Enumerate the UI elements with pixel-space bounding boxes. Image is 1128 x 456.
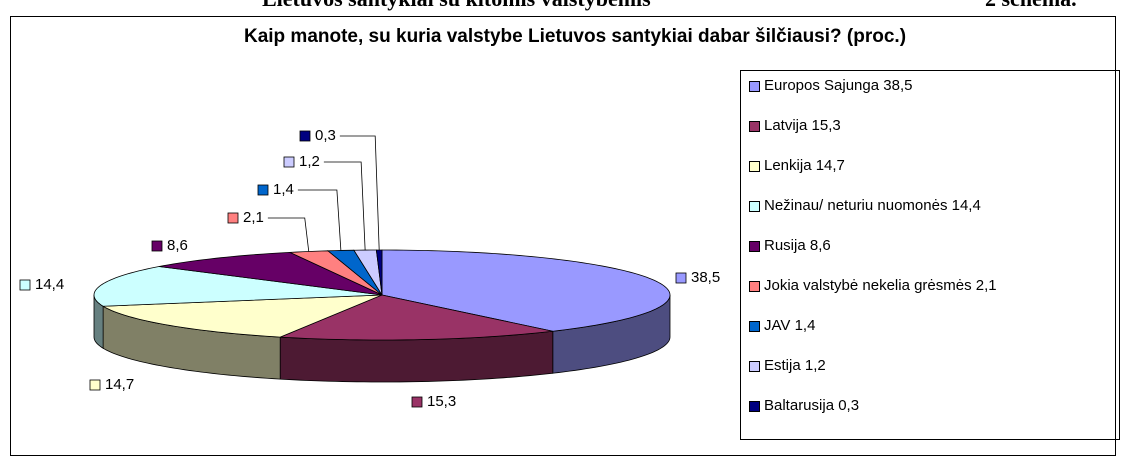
label-swatch xyxy=(299,130,311,142)
data-label: 0,3 xyxy=(315,127,336,144)
label-swatch xyxy=(283,156,295,168)
label-swatch xyxy=(675,272,687,284)
header-figure: 2 schema. xyxy=(985,0,1077,12)
legend-item: Nežinau/ neturiu nuomonės 14,4 xyxy=(749,197,1113,237)
data-label: 1,2 xyxy=(299,153,320,170)
legend-label: Europos Sajunga 38,5 xyxy=(764,77,913,94)
legend-swatch xyxy=(749,161,760,172)
legend-label: JAV 1,4 xyxy=(764,317,816,334)
slice xyxy=(101,294,383,338)
legend-item: Jokia valstybė nekelia grėsmės 2,1 xyxy=(749,277,1113,317)
data-label: 2,1 xyxy=(243,209,264,226)
legend-item: JAV 1,4 xyxy=(749,317,1113,357)
legend-swatch xyxy=(749,281,760,292)
legend-item: Estija 1,2 xyxy=(749,357,1113,397)
slice xyxy=(381,249,671,332)
legend-item: Rusija 8,6 xyxy=(749,237,1113,277)
leader-line xyxy=(297,189,342,251)
legend-swatch xyxy=(749,241,760,252)
legend-swatch xyxy=(749,81,760,92)
leader-line xyxy=(267,217,310,252)
label-swatch xyxy=(89,379,101,391)
legend-label: Lenkija 14,7 xyxy=(764,157,845,174)
legend-label: Nežinau/ neturiu nuomonės 14,4 xyxy=(764,197,981,214)
chart-title: Kaip manote, su kuria valstybe Lietuvos … xyxy=(243,26,907,47)
slice xyxy=(158,251,383,296)
legend-item: Lenkija 14,7 xyxy=(749,157,1113,197)
header-title: Lietuvos santykiai su kitomis valstybėmi… xyxy=(262,0,651,12)
label-swatch xyxy=(151,240,163,252)
legend-label: Rusija 8,6 xyxy=(764,237,831,254)
legend-swatch xyxy=(749,321,760,332)
legend-label: Baltarusija 0,3 xyxy=(764,397,860,414)
legend: Europos Sajunga 38,5 Latvija 15,3 Lenkija … xyxy=(740,70,1120,440)
data-label: 14,4 xyxy=(35,276,64,293)
data-label: 14,7 xyxy=(105,376,134,393)
slice xyxy=(280,294,553,341)
document-header: Lietuvos santykiai su kitomis valstybėmi… xyxy=(0,0,1128,16)
label-swatch xyxy=(227,212,239,224)
legend-label: Jokia valstybė nekelia grėsmės 2,1 xyxy=(764,277,997,294)
label-swatch xyxy=(257,184,269,196)
legend-swatch xyxy=(749,201,760,212)
legend-swatch xyxy=(749,401,760,412)
leader-line xyxy=(323,161,366,251)
legend-swatch xyxy=(749,121,760,132)
leader-line xyxy=(339,135,380,251)
legend-label: Estija 1,2 xyxy=(764,357,826,374)
legend-item: Europos Sajunga 38,5 xyxy=(749,77,1113,117)
label-swatch xyxy=(411,396,423,408)
data-label: 8,6 xyxy=(167,237,188,254)
legend-label: Latvija 15,3 xyxy=(764,117,841,134)
data-label: 1,4 xyxy=(273,181,294,198)
label-swatch xyxy=(19,279,31,291)
legend-swatch xyxy=(749,361,760,372)
slice xyxy=(93,266,383,307)
data-label: 15,3 xyxy=(427,393,456,410)
legend-item: Latvija 15,3 xyxy=(749,117,1113,157)
data-label: 38,5 xyxy=(691,269,720,286)
legend-item: Baltarusija 0,3 xyxy=(749,397,1113,437)
